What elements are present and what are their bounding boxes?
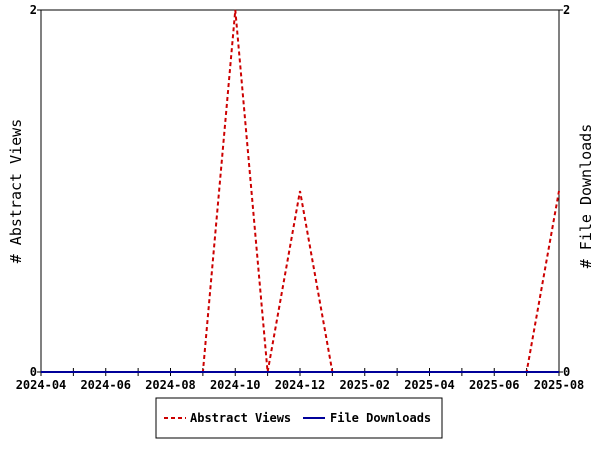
legend-label-abstract-views: Abstract Views [190, 411, 291, 425]
x-tick-label: 2024-04 [16, 378, 67, 392]
x-tick-label: 2025-02 [339, 378, 390, 392]
legend-box [155, 397, 443, 439]
x-tick-label: 2024-06 [80, 378, 131, 392]
x-axis: 2024-04 2024-06 2024-08 2024-10 2024-12 2025-… [16, 368, 585, 392]
x-tick-label: 2024-08 [145, 378, 196, 392]
y-axis-left-title: # Abstract Views [7, 119, 25, 264]
y-tick-label-right: 2 [563, 3, 570, 17]
y-tick-label-left: 2 [30, 3, 37, 17]
y-axis-right-title: # File Downloads [577, 124, 595, 269]
series-layer [41, 9, 560, 373]
x-tick-label: 2024-10 [210, 378, 261, 392]
x-tick-label: 2024-12 [275, 378, 326, 392]
legend: Abstract Views File Downloads [155, 397, 443, 439]
y-tick-label-right: 0 [563, 365, 570, 379]
x-tick-label: 2025-04 [404, 378, 455, 392]
x-tick-label: 2025-06 [469, 378, 520, 392]
y-tick-label-left: 0 [30, 365, 37, 379]
legend-label-file-downloads: File Downloads [330, 411, 431, 425]
x-tick-label: 2025-08 [534, 378, 585, 392]
